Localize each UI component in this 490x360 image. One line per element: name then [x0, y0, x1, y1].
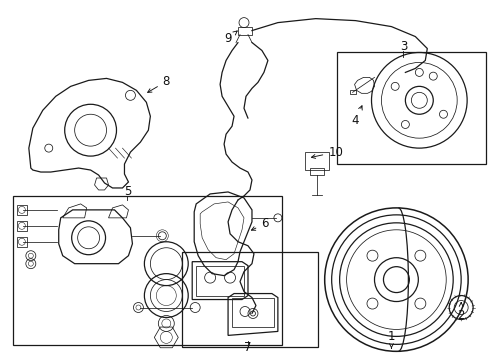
Bar — [13, 196, 282, 345]
Text: 4: 4 — [352, 106, 362, 127]
Bar — [337, 53, 486, 164]
Text: 3: 3 — [400, 40, 407, 53]
Bar — [17, 221, 27, 231]
Bar — [17, 205, 27, 215]
Text: 2: 2 — [457, 302, 465, 322]
Text: 8: 8 — [147, 75, 170, 93]
Bar — [305, 152, 329, 170]
Bar — [196, 266, 244, 296]
Bar — [182, 252, 318, 347]
Text: 5: 5 — [124, 185, 131, 198]
Text: 10: 10 — [312, 145, 343, 159]
Text: 1: 1 — [388, 330, 395, 348]
Text: 6: 6 — [251, 217, 269, 230]
Bar — [232, 298, 274, 328]
Text: 9: 9 — [224, 31, 237, 45]
Bar — [238, 27, 252, 35]
Bar — [17, 237, 27, 247]
Text: 7: 7 — [244, 341, 252, 354]
Bar — [310, 168, 324, 175]
